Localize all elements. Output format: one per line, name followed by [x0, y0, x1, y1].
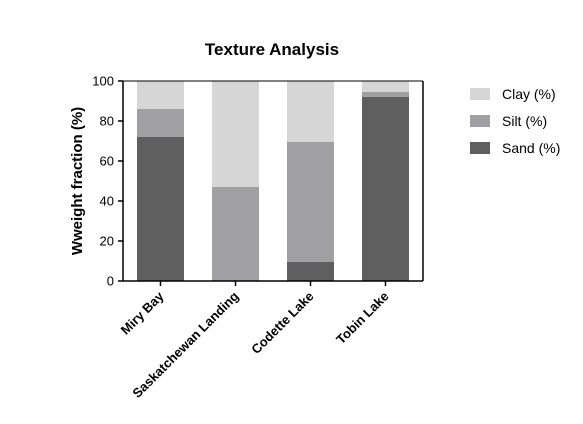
- bar-miry-bay-silt: [137, 109, 184, 137]
- legend-swatch-silt: [470, 115, 490, 127]
- x-tick-label-tobin-lake: Tobin Lake: [333, 289, 391, 347]
- y-tick-label: 20: [100, 234, 114, 249]
- bar-codette-lake-silt: [287, 142, 334, 262]
- bar-saskatchewan-landing-clay: [212, 81, 259, 187]
- y-tick-label: 0: [107, 274, 114, 289]
- y-tick-label: 100: [92, 74, 114, 89]
- y-tick-label: 80: [100, 114, 114, 129]
- legend: Clay (%) Silt (%) Sand (%): [470, 86, 560, 156]
- y-axis-label: Wweight fraction (%): [69, 107, 86, 255]
- legend-label-sand: Sand (%): [502, 140, 560, 156]
- legend-swatch-clay: [470, 88, 490, 100]
- legend-label-clay: Clay (%): [502, 86, 556, 102]
- bar-tobin-lake-silt: [362, 92, 409, 97]
- bar-tobin-lake-clay: [362, 81, 409, 92]
- bar-tobin-lake-sand: [362, 97, 409, 281]
- bar-saskatchewan-landing-silt: [212, 187, 259, 281]
- axes-group: [122, 80, 424, 282]
- bar-codette-lake-clay: [287, 81, 334, 142]
- x-tick-label-miry-bay: Miry Bay: [118, 288, 167, 337]
- chart-title: Texture Analysis: [205, 40, 339, 59]
- y-tick-label: 40: [100, 194, 114, 209]
- y-tick-label: 60: [100, 154, 114, 169]
- bar-miry-bay-clay: [137, 81, 184, 109]
- y-ticks-group: 0 20 40 60 80 100: [92, 74, 123, 289]
- legend-label-silt: Silt (%): [502, 113, 547, 129]
- x-tick-label-codette-lake: Codette Lake: [248, 289, 316, 357]
- bar-codette-lake-sand: [287, 262, 334, 281]
- bar-miry-bay-sand: [137, 137, 184, 281]
- bars-group: [137, 81, 409, 281]
- legend-swatch-sand: [470, 142, 490, 154]
